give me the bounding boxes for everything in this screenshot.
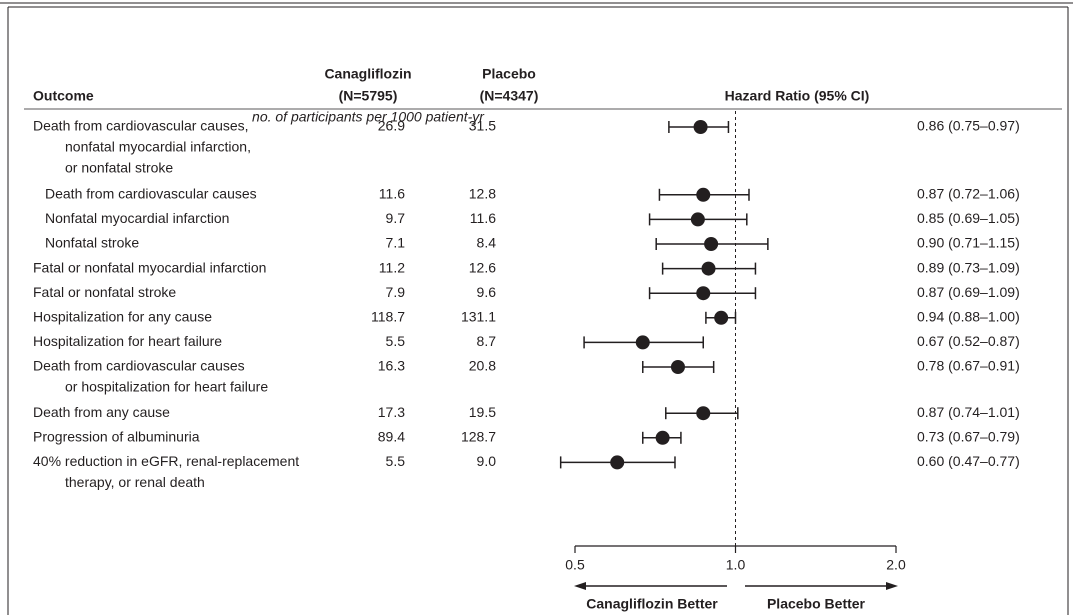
effect-label: 0.87 (0.69–1.09): [917, 284, 1020, 300]
outcome-label: Death from any cause: [33, 404, 170, 420]
point-estimate: [696, 406, 711, 421]
outcome-label: Nonfatal stroke: [45, 235, 139, 251]
units-note: no. of participants per 1000 patient-yr: [252, 109, 485, 125]
point-estimate: [635, 335, 650, 350]
x-tick-label: 2.0: [886, 557, 906, 573]
effect-label: 0.94 (0.88–1.00): [917, 309, 1020, 325]
point-estimate: [696, 286, 711, 301]
point-estimate: [655, 430, 670, 445]
group2-rate: 131.1: [461, 309, 496, 325]
group1-rate: 16.3: [378, 358, 405, 374]
group2-rate: 11.6: [470, 210, 496, 226]
outcome-label: nonfatal myocardial infarction,: [65, 139, 251, 155]
effect-label: 0.87 (0.72–1.06): [917, 186, 1020, 202]
outcome-label: therapy, or renal death: [65, 474, 205, 490]
group1-rate: 7.9: [386, 284, 406, 300]
header-group2: (N=4347): [480, 88, 539, 104]
point-estimate: [704, 237, 719, 251]
arrow-label: Placebo Better: [767, 596, 866, 612]
point-estimate: [610, 455, 625, 470]
header-group1: Canagliflozin: [324, 66, 411, 82]
group1-rate: 17.3: [378, 404, 405, 420]
group1-rate: 89.4: [378, 429, 405, 445]
effect-label: 0.73 (0.67–0.79): [917, 429, 1020, 445]
outcome-label: or nonfatal stroke: [65, 160, 173, 176]
effect-label: 0.60 (0.47–0.77): [917, 453, 1020, 469]
outcome-label: or hospitalization for heart failure: [65, 379, 268, 395]
group1-rate: 118.7: [371, 309, 405, 325]
group1-rate: 11.2: [379, 259, 405, 275]
group2-rate: 9.6: [477, 284, 497, 300]
effect-label: 0.87 (0.74–1.01): [917, 404, 1020, 420]
header-group1: (N=5795): [339, 88, 398, 104]
point-estimate: [693, 120, 708, 134]
group1-rate: 5.5: [386, 453, 406, 469]
arrowhead: [574, 582, 586, 590]
point-estimate: [696, 187, 711, 202]
group2-rate: 8.4: [477, 235, 497, 251]
outcome-label: Fatal or nonfatal stroke: [33, 284, 176, 300]
outcome-label: Hospitalization for heart failure: [33, 333, 222, 349]
group1-rate: 7.1: [386, 235, 406, 251]
outcome-label: Progression of albuminuria: [33, 429, 200, 445]
effect-label: 0.90 (0.71–1.15): [917, 235, 1020, 251]
group1-rate: 9.7: [386, 210, 406, 226]
group1-rate: 11.6: [379, 186, 405, 202]
x-tick-label: 0.5: [565, 557, 585, 573]
group1-rate: 26.9: [378, 118, 405, 134]
point-estimate: [690, 212, 705, 227]
outcome-label: Death from cardiovascular causes,: [33, 118, 249, 134]
group2-rate: 9.0: [477, 453, 497, 469]
effect-label: 0.78 (0.67–0.91): [917, 358, 1020, 374]
outcome-label: 40% reduction in eGFR, renal-replacement: [33, 453, 299, 469]
group2-rate: 128.7: [461, 429, 496, 445]
point-estimate: [701, 261, 716, 276]
group2-rate: 19.5: [469, 404, 496, 420]
outcome-label: Death from cardiovascular causes: [33, 358, 245, 374]
outcome-label: Fatal or nonfatal myocardial infarction: [33, 259, 266, 275]
arrow-label: Canagliflozin Better: [586, 596, 718, 612]
header-group2: Placebo: [482, 66, 536, 82]
group1-rate: 5.5: [386, 333, 406, 349]
group2-rate: 12.8: [469, 186, 496, 202]
header-outcome: Outcome: [33, 88, 94, 104]
effect-label: 0.67 (0.52–0.87): [917, 333, 1020, 349]
outcome-label: Death from cardiovascular causes: [45, 186, 257, 202]
effect-label: 0.89 (0.73–1.09): [917, 259, 1020, 275]
effect-label: 0.85 (0.69–1.05): [917, 210, 1020, 226]
group2-rate: 20.8: [469, 358, 496, 374]
outcome-label: Hospitalization for any cause: [33, 309, 212, 325]
arrowhead: [886, 582, 898, 590]
group2-rate: 12.6: [469, 259, 496, 275]
point-estimate: [714, 310, 729, 325]
group2-rate: 31.5: [469, 118, 496, 134]
x-tick-label: 1.0: [726, 557, 746, 573]
effect-label: 0.86 (0.75–0.97): [917, 118, 1020, 134]
group2-rate: 8.7: [477, 333, 497, 349]
outcome-label: Nonfatal myocardial infarction: [45, 210, 229, 226]
point-estimate: [670, 360, 685, 374]
header-effect: Hazard Ratio (95% CI): [725, 88, 870, 104]
